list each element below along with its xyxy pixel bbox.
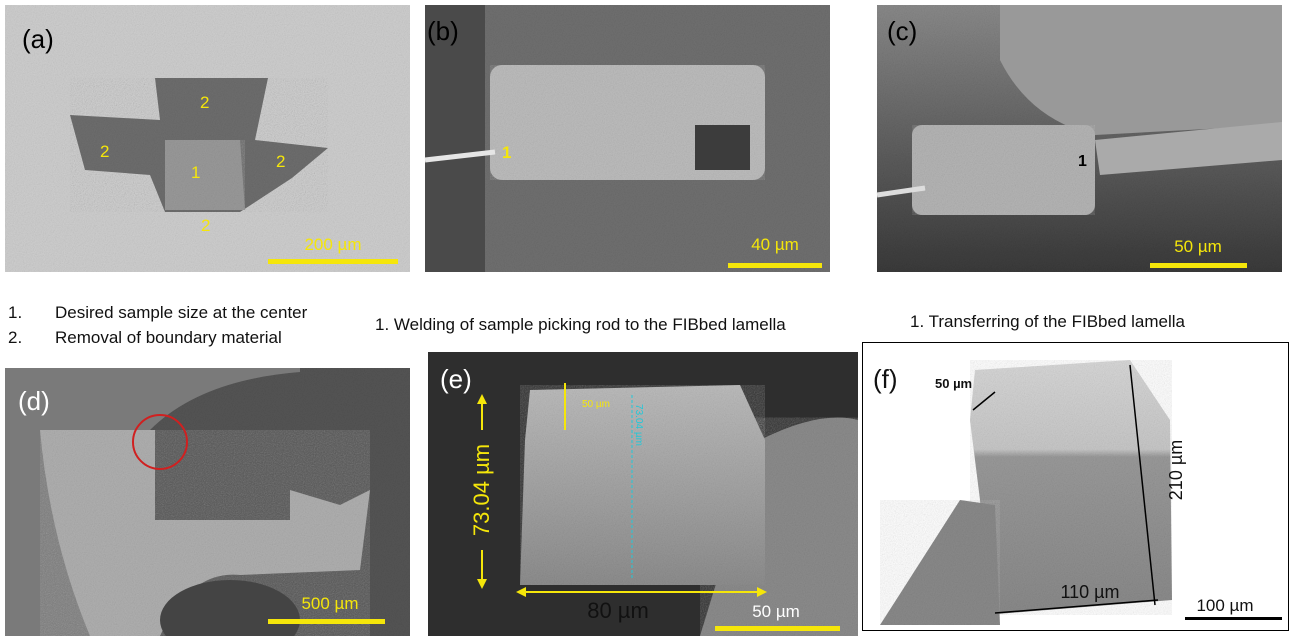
panel-b: (b) 1 40 µm — [425, 5, 830, 272]
panel-label: (c) — [887, 16, 917, 46]
scale-label: 40 µm — [751, 235, 799, 254]
annotation: 80 µm — [587, 598, 649, 623]
annotation: 1 — [502, 143, 511, 162]
annotation: 2 — [200, 93, 209, 112]
scale-bar — [715, 626, 840, 631]
panel-c: (c) 1 50 µm — [877, 5, 1282, 272]
panel-e: (e) 50 µm 73.04 µm 73.04 µm 80 µm 50 µm — [428, 352, 858, 636]
annotation: 73.04 µm — [469, 444, 494, 536]
annotation: 50 µm — [582, 399, 610, 410]
figure: (a) 2 2 2 1 2 200 µm (b) 1 40 µm (c) 1 5… — [0, 0, 1289, 636]
pit-center — [165, 140, 245, 210]
panel-label: (b) — [427, 16, 459, 46]
lamella — [970, 360, 1172, 615]
annotation: 1 — [191, 163, 200, 182]
annotation: 2 — [100, 142, 109, 161]
caption-text: Removal of boundary material — [55, 328, 282, 347]
scale-label: 500 µm — [301, 594, 358, 613]
caption-number: 1. — [8, 303, 22, 322]
panel-a: (a) 2 2 2 1 2 200 µm — [5, 5, 410, 272]
caption-text: 1. Welding of sample picking rod to the … — [375, 315, 786, 334]
scale-label: 50 µm — [752, 602, 800, 621]
captions: 1. Desired sample size at the center 2. … — [8, 303, 1186, 347]
scale-label: 200 µm — [304, 235, 361, 254]
scale-bar — [268, 619, 385, 624]
panel-label: (f) — [873, 364, 898, 394]
scale-bar — [1185, 617, 1282, 620]
panel-label: (d) — [18, 386, 50, 416]
panel-f: (f) 50 µm 210 µm 110 µm 100 µm — [863, 343, 1289, 631]
annotation: 110 µm — [1060, 582, 1119, 602]
caption-text: Desired sample size at the center — [55, 303, 308, 322]
scale-bar — [728, 263, 822, 268]
annotation: 2 — [276, 152, 285, 171]
annotation: 210 µm — [1166, 440, 1186, 500]
panel-label: (a) — [22, 24, 54, 54]
cavity — [695, 125, 750, 170]
annotation: 73.04 µm — [633, 404, 644, 446]
panel-label: (e) — [440, 364, 472, 394]
annotation: 50 µm — [935, 376, 972, 391]
annotation: 2 — [201, 216, 210, 235]
scale-label: 50 µm — [1174, 237, 1222, 256]
lamella — [912, 125, 1095, 215]
annotation: 1 — [1078, 153, 1087, 170]
panel-d: (d) 500 µm — [5, 368, 410, 636]
caption-text: 1. Transferring of the FIBbed lamella — [910, 312, 1186, 331]
caption-number: 2. — [8, 328, 22, 347]
scale-label: 100 µm — [1196, 596, 1253, 615]
scale-bar — [268, 259, 398, 264]
scale-bar — [1150, 263, 1247, 268]
